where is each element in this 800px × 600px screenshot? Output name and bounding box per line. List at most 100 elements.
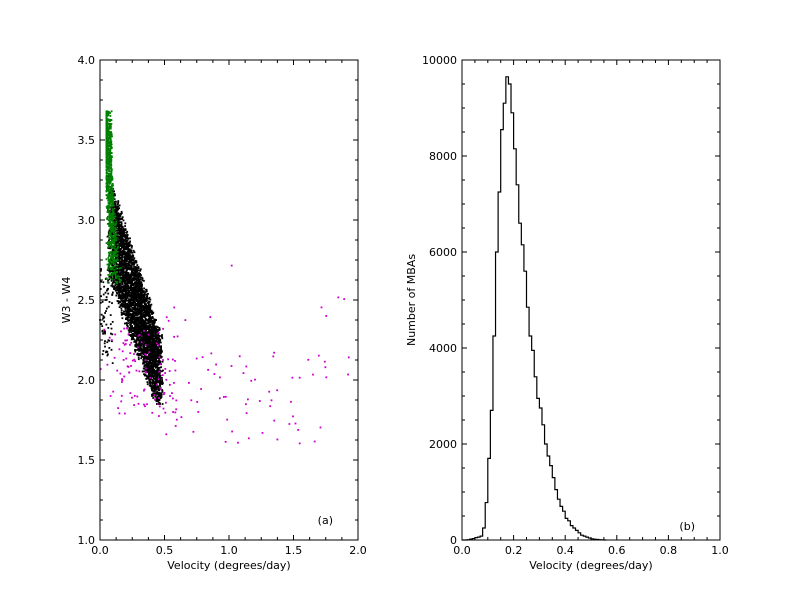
scatter-point <box>136 345 139 347</box>
scatter-point <box>226 418 229 421</box>
scatter-point <box>131 333 134 335</box>
scatter-point <box>138 275 141 277</box>
scatter-point <box>129 326 132 329</box>
scatter-point <box>108 123 111 126</box>
scatter-point <box>140 305 143 308</box>
scatter-point <box>158 415 160 417</box>
scatter-point <box>105 310 107 312</box>
scatter-point <box>154 362 157 365</box>
scatter-point <box>126 284 129 287</box>
scatter-point <box>136 284 139 287</box>
scatter-point <box>141 308 144 310</box>
scatter-point <box>110 327 113 330</box>
scatter-point <box>124 258 126 260</box>
scatter-point <box>160 350 162 353</box>
scatter-point <box>268 390 271 393</box>
scatter-point <box>101 353 104 356</box>
scatter-point <box>130 267 133 269</box>
scatter-point <box>156 350 158 352</box>
scatter-point <box>269 405 272 408</box>
scatter-point <box>157 356 159 359</box>
scatter-point <box>145 341 147 344</box>
scatter-point <box>107 112 110 115</box>
scatter-point <box>107 292 110 295</box>
scatter-point <box>103 285 105 288</box>
scatter-point <box>136 266 139 269</box>
scatter-point <box>127 287 129 290</box>
scatter-point <box>116 258 119 261</box>
scatter-point <box>117 284 119 286</box>
scatter-point <box>105 145 108 147</box>
scatter-point <box>152 317 154 319</box>
scatter-point <box>160 348 162 351</box>
scatter-point <box>119 268 121 271</box>
scatter-point <box>118 412 121 415</box>
scatter-point <box>116 271 118 273</box>
scatter-point <box>161 334 163 336</box>
scatter-point <box>153 372 155 375</box>
scatter-point <box>144 340 146 342</box>
scatter-point <box>114 200 117 203</box>
scatter-point <box>136 330 139 333</box>
scatter-point <box>132 256 134 258</box>
scatter-point <box>106 165 109 168</box>
scatter-point <box>107 119 110 121</box>
scatter-point <box>157 342 160 345</box>
scatter-point <box>109 266 112 269</box>
scatter-point <box>131 291 134 293</box>
scatter-point <box>135 339 138 342</box>
scatter-point <box>111 232 114 235</box>
scatter-point <box>121 262 124 265</box>
scatter-point <box>210 352 213 355</box>
scatter-point <box>172 397 174 400</box>
scatter-point <box>109 177 112 180</box>
scatter-point <box>111 187 114 190</box>
scatter-point <box>153 359 155 362</box>
scatter-point <box>152 311 155 314</box>
scatter-point <box>343 298 346 300</box>
scatter-point <box>153 325 156 328</box>
scatter-point <box>145 288 148 291</box>
scatter-point <box>108 206 110 209</box>
scatter-point <box>135 280 138 283</box>
scatter-point <box>105 127 108 129</box>
scatter-point <box>129 317 132 320</box>
scatter-point <box>124 281 126 284</box>
scatter-point <box>119 304 122 307</box>
scatter-point <box>124 246 126 249</box>
scatter-point <box>150 344 153 347</box>
scatter-point <box>124 240 127 243</box>
scatter-point <box>109 179 111 181</box>
scatter-point <box>107 167 110 170</box>
scatter-point <box>121 300 124 302</box>
scatter-point <box>106 172 108 175</box>
scatter-point <box>224 395 227 398</box>
scatter-point <box>125 306 128 309</box>
scatter-point <box>150 358 153 360</box>
scatter-point <box>144 306 146 308</box>
scatter-point <box>129 258 132 261</box>
scatter-point <box>107 177 109 179</box>
scatter-point <box>106 289 108 292</box>
scatter-point <box>121 252 123 254</box>
scatter-point <box>111 248 114 251</box>
scatter-point <box>132 269 134 272</box>
scatter-point <box>111 175 113 178</box>
scatter-point <box>143 323 146 326</box>
scatter-point <box>146 334 149 337</box>
scatter-point <box>113 213 116 215</box>
scatter-point <box>139 297 141 300</box>
scatter-point <box>128 328 131 331</box>
scatter-point <box>143 370 145 373</box>
scatter-point <box>126 318 128 320</box>
scatter-point <box>122 342 125 344</box>
scatter-point <box>156 360 159 363</box>
scatter-point <box>112 208 115 211</box>
scatter-point <box>131 289 134 292</box>
scatter-point <box>119 248 122 251</box>
scatter-series <box>105 110 123 285</box>
scatter-point <box>106 136 109 139</box>
scatter-point <box>130 255 133 258</box>
scatter-point <box>135 295 138 297</box>
scatter-point <box>114 212 116 214</box>
